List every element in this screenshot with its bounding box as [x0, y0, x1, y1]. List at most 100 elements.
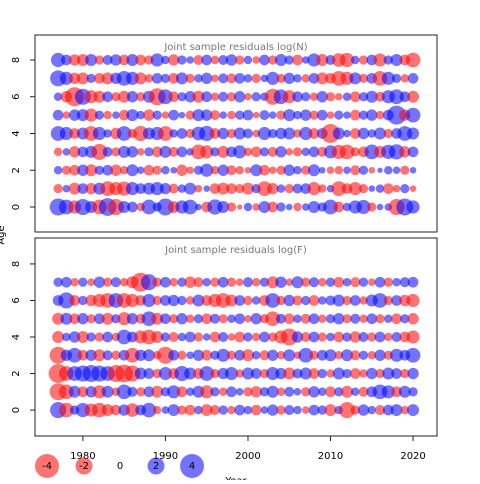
legend-bubble: [75, 457, 93, 475]
bubble: [126, 91, 139, 103]
bubble: [176, 146, 188, 158]
bubble: [317, 405, 327, 415]
bubble: [126, 53, 139, 66]
bubble: [377, 167, 383, 173]
bubble: [267, 146, 278, 157]
bubble: [76, 331, 89, 343]
bubble: [159, 182, 172, 195]
bubble: [243, 147, 253, 157]
bubble: [78, 277, 88, 287]
bubble: [61, 54, 72, 66]
bubble: [387, 105, 407, 125]
bubble: [143, 164, 155, 176]
bubble: [68, 109, 81, 121]
bubble: [210, 387, 220, 397]
bubble: [202, 277, 211, 287]
bubble: [332, 367, 345, 380]
bubble: [177, 295, 187, 306]
bubble: [242, 109, 254, 121]
bubble: [406, 200, 420, 214]
bubble: [53, 166, 63, 175]
bubble: [308, 331, 320, 343]
bubble: [250, 368, 262, 379]
bubble: [260, 406, 269, 414]
bubble: [409, 166, 417, 174]
bubble: [349, 109, 361, 121]
bubble: [101, 385, 114, 398]
bubble: [391, 386, 402, 398]
bubble: [324, 404, 337, 417]
bubble: [293, 388, 302, 396]
bubble: [259, 147, 270, 157]
bubble: [199, 125, 215, 142]
bubble: [201, 54, 213, 66]
bubble: [69, 164, 80, 176]
bubble: [200, 163, 214, 177]
bubble: [268, 111, 277, 119]
bubble: [193, 54, 204, 66]
bubble: [68, 146, 81, 158]
bubble: [94, 73, 105, 84]
bubble: [324, 349, 337, 362]
bubble: [382, 183, 394, 194]
bubble: [110, 277, 121, 288]
bubble: [144, 147, 154, 157]
bubble: [218, 331, 229, 343]
bubble: [333, 276, 345, 288]
bubble: [244, 166, 252, 174]
bubble: [76, 72, 89, 85]
bubble: [217, 164, 229, 176]
bubble: [349, 91, 361, 103]
bubble: [301, 147, 310, 157]
bubble: [167, 54, 180, 66]
bubble: [381, 385, 395, 399]
bubble: [185, 314, 195, 323]
bubble: [334, 351, 344, 360]
bubble: [77, 183, 89, 194]
bubble: [177, 92, 187, 102]
bubble: [292, 147, 303, 157]
bubble: [293, 166, 302, 175]
y-tick-label: 6: [11, 297, 22, 303]
bubble: [141, 199, 157, 215]
bubble: [326, 166, 335, 175]
bubble: [192, 109, 205, 122]
bubble: [307, 182, 321, 196]
bubble: [332, 294, 345, 307]
bubble: [217, 182, 230, 195]
bubble: [366, 367, 378, 380]
bubble: [134, 367, 147, 380]
bubble: [399, 146, 411, 158]
bubble: [241, 182, 254, 195]
bubble: [68, 182, 81, 195]
x-tick-label: 2020: [400, 451, 425, 462]
bubble: [276, 202, 286, 212]
bubble: [382, 367, 395, 380]
bubble: [341, 385, 354, 398]
bubble: [143, 386, 155, 398]
bubble: [316, 349, 328, 361]
bubble: [192, 294, 205, 307]
bubble: [68, 331, 81, 343]
bubble: [59, 402, 74, 418]
bubble: [374, 349, 386, 361]
bubble: [268, 166, 277, 175]
bubble: [257, 181, 272, 196]
bubble: [358, 92, 369, 102]
bubble: [209, 110, 220, 121]
bubble: [160, 276, 171, 288]
bubble: [169, 129, 178, 138]
bubble: [210, 277, 220, 287]
bubble: [218, 73, 229, 84]
x-tick-label: 1980: [70, 451, 95, 462]
y-tick-label: 0: [11, 204, 22, 210]
bubble: [400, 314, 410, 324]
bubble: [243, 55, 253, 65]
bubble: [117, 312, 131, 326]
bubble: [407, 313, 419, 325]
y-tick-label: 2: [11, 167, 22, 173]
bubble: [77, 146, 89, 158]
bubble: [176, 164, 188, 176]
bubble: [185, 73, 195, 84]
